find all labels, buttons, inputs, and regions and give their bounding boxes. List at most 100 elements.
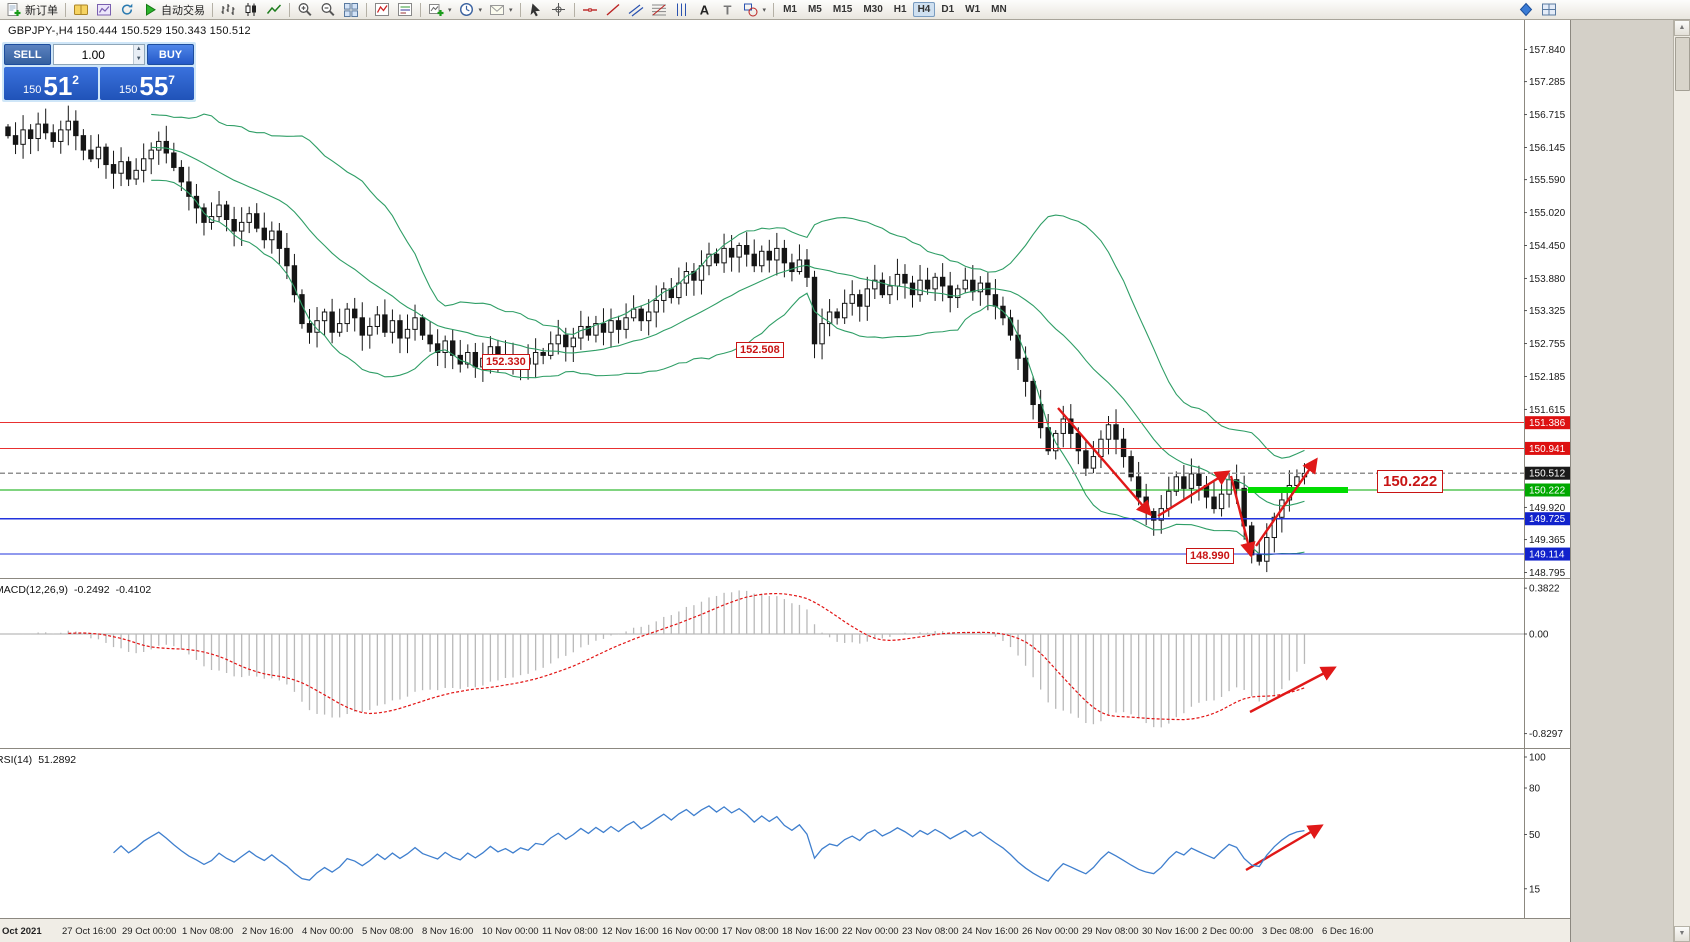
timeframe-button-m1[interactable]: M1: [783, 4, 797, 15]
svg-text:T: T: [723, 3, 731, 18]
volume-down-button[interactable]: ▼: [133, 54, 144, 64]
zoom-out-icon[interactable]: [317, 1, 339, 19]
trend-arrow: [1229, 475, 1256, 559]
price-axis-label: 157.285: [1529, 77, 1566, 88]
trendline-icon[interactable]: [602, 1, 624, 19]
refresh-icon[interactable]: [116, 1, 138, 19]
bar-chart-icon[interactable]: [217, 1, 239, 19]
shapes-icon[interactable]: ▾: [740, 1, 770, 19]
trend-arrow: [1157, 470, 1231, 518]
volume-spinner: ▲ ▼: [132, 45, 144, 64]
indicators-icon[interactable]: [371, 1, 393, 19]
sell-button[interactable]: SELL: [4, 44, 51, 65]
timeframe-button-h1[interactable]: H1: [893, 4, 907, 15]
price-annotation-150.222: 150.222: [1377, 470, 1444, 493]
toolbar-separator: [65, 2, 66, 17]
price-axis-label: 155.020: [1529, 208, 1566, 219]
time-axis-label: 24 Nov 16:00: [962, 926, 1019, 937]
charts-gallery-icon[interactable]: [70, 1, 92, 19]
chart-background[interactable]: [0, 20, 1570, 942]
sell-price-prefix: 150: [23, 84, 42, 96]
ohlc-readout: GBPJPY-,H4 150.444 150.529 150.343 150.5…: [8, 25, 251, 37]
rsi-label: RSI(14)51.2892: [0, 754, 76, 766]
periods-icon[interactable]: ▾: [456, 1, 486, 19]
dropdown-arrow-icon: ▾: [478, 6, 483, 14]
cycle-lines-icon[interactable]: [671, 1, 693, 19]
price-axis-label: 153.880: [1529, 274, 1566, 285]
fibonacci-icon[interactable]: [648, 1, 670, 19]
timeframe-button-h4[interactable]: H4: [912, 2, 936, 17]
volume-up-button[interactable]: ▲: [133, 45, 144, 55]
timeframe-button-w1[interactable]: W1: [965, 4, 981, 15]
price-annotation-152.330: 152.330: [482, 354, 530, 370]
candlestick-chart-icon[interactable]: [240, 1, 262, 19]
macd-signal-line: [68, 592, 1305, 721]
horizontal-line-icon[interactable]: [579, 1, 601, 19]
timeframe-button-m15[interactable]: M15: [832, 4, 853, 15]
time-axis-label: 29 Nov 08:00: [1082, 926, 1139, 937]
time-axis: Oct 2021 27 Oct 16:00 29 Oct 00:00 1 Nov 08…: [2, 926, 1373, 937]
templates-icon[interactable]: ▾: [486, 1, 516, 19]
autotrading-button[interactable]: 自动交易: [139, 1, 208, 19]
cursor-icon[interactable]: [525, 1, 547, 19]
rsi-line: [113, 805, 1305, 882]
time-axis-label: 10 Nov 00:00: [482, 926, 539, 937]
toolbar-right-icon-a[interactable]: [1515, 1, 1537, 19]
timeframe-button-m5[interactable]: M5: [807, 4, 822, 15]
vertical-scrollbar[interactable]: ▲ ▼: [1673, 20, 1690, 942]
sell-price-pip: 2: [72, 73, 79, 87]
time-axis-strip: [0, 918, 1570, 942]
time-axis-label: 2 Nov 16:00: [242, 926, 293, 937]
buy-price-button[interactable]: 150 55 7: [100, 67, 194, 100]
timeframe-button-m30[interactable]: M30: [863, 4, 883, 15]
trend-arrow: [1245, 824, 1324, 872]
profiles-icon[interactable]: [93, 1, 115, 19]
new-order-button[interactable]: 新订单: [3, 1, 61, 19]
horizontal-price-lines[interactable]: [0, 422, 1524, 555]
text-icon[interactable]: A: [694, 1, 716, 19]
support-level-bar[interactable]: [1248, 486, 1348, 493]
tile-windows-icon[interactable]: [340, 1, 362, 19]
time-axis-label: 5 Nov 08:00: [362, 926, 413, 937]
time-axis-label: 17 Nov 08:00: [722, 926, 779, 937]
zoom-in-icon[interactable]: [294, 1, 316, 19]
volume-field: ▲ ▼: [53, 44, 145, 65]
macd-axis-label: 0.3822: [1529, 584, 1560, 595]
trend-arrow: [1249, 666, 1337, 714]
time-axis-label: 29 Oct 00:00: [122, 926, 176, 937]
equidistant-channel-icon[interactable]: [625, 1, 647, 19]
time-axis-label: 3 Dec 08:00: [1262, 926, 1313, 937]
price-tag-label: 150.941: [1529, 444, 1566, 455]
timeframe-button-mn[interactable]: MN: [991, 4, 1007, 15]
buy-button[interactable]: BUY: [147, 44, 194, 65]
text-label-icon[interactable]: T: [717, 1, 739, 19]
trend-arrows: [1057, 407, 1337, 872]
timeframe-button-d1[interactable]: D1: [941, 4, 955, 15]
macd-axis-label: -0.8297: [1529, 729, 1563, 740]
line-chart-icon[interactable]: [263, 1, 285, 19]
toolbar-right-icon-b[interactable]: [1538, 1, 1560, 19]
scroll-down-button[interactable]: ▼: [1674, 926, 1690, 942]
chart-canvas[interactable]: 157.840 157.285 156.715 156.145 155.590 155.0…: [0, 20, 1690, 942]
objects-list-icon[interactable]: [394, 1, 416, 19]
sell-price-button[interactable]: 150 51 2: [4, 67, 98, 100]
one-click-price-row: 150 51 2 150 55 7: [4, 67, 194, 100]
price-axis-label: 149.920: [1529, 503, 1566, 514]
new-chart-icon[interactable]: ▾: [425, 1, 455, 19]
crosshair-icon[interactable]: [548, 1, 570, 19]
volume-input[interactable]: [54, 45, 133, 64]
svg-text:A: A: [699, 3, 709, 18]
time-axis-label: 26 Nov 00:00: [1022, 926, 1079, 937]
toolbar-separator: [573, 2, 575, 17]
buy-price-pip: 7: [168, 73, 175, 87]
price-axis-label: 152.185: [1529, 372, 1566, 383]
scroll-thumb[interactable]: [1675, 37, 1690, 91]
toolbar-separator: [212, 2, 213, 17]
toolbar-separator: [773, 2, 775, 17]
price-axis-label: 156.715: [1529, 110, 1566, 121]
scroll-up-button[interactable]: ▲: [1674, 20, 1690, 36]
price-tag-label: 149.114: [1529, 550, 1565, 561]
rsi-axis-label: 15: [1529, 884, 1541, 895]
rsi-axis-label: 80: [1529, 784, 1541, 795]
